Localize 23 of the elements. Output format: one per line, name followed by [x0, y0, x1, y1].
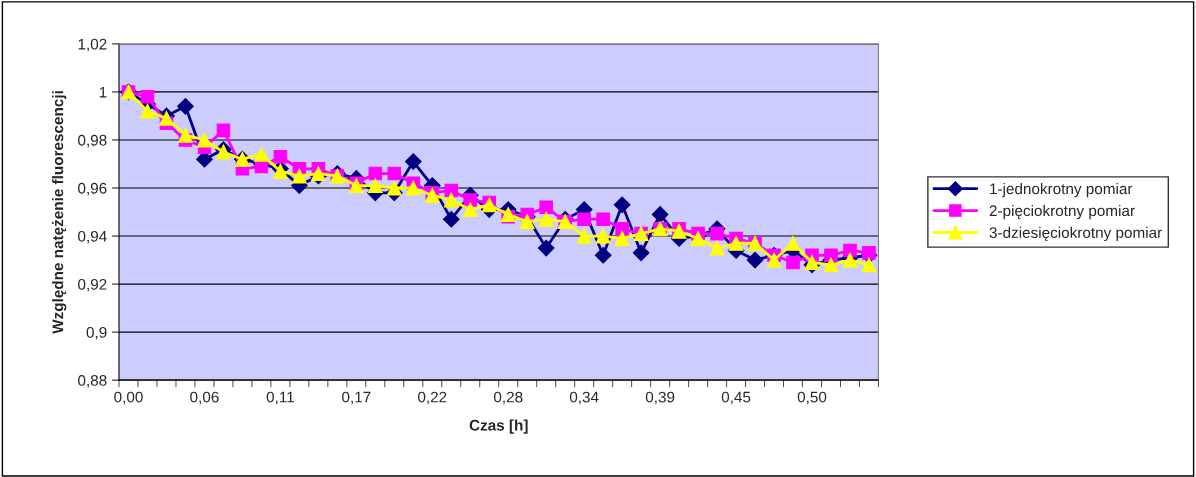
- y-axis-title: Względne natężenie fluorescencji: [52, 91, 67, 334]
- x-tick-label: 0,00: [114, 391, 143, 405]
- x-axis-title: Czas [h]: [469, 419, 528, 434]
- x-tick-label: 0,11: [266, 391, 294, 405]
- y-tick-label: 0,98: [78, 134, 107, 148]
- y-tick-label: 1: [99, 86, 107, 98]
- x-tick-label: 0,39: [645, 391, 675, 405]
- x-tick-label: 0,17: [342, 391, 371, 405]
- y-tick-label: 0,94: [78, 230, 107, 244]
- x-tick-label: 0,34: [569, 391, 599, 405]
- x-tick-label: 0,45: [721, 391, 751, 405]
- y-tick-label: 0,96: [78, 182, 107, 196]
- y-tick-label: 0,92: [78, 278, 107, 292]
- y-tick-label: 0,88: [78, 375, 107, 388]
- x-tick-label: 0,06: [190, 391, 219, 405]
- legend-label: 3-dziesięciokrotny pomiar: [989, 226, 1162, 242]
- x-tick-label: 0,28: [493, 391, 523, 405]
- legend-label: 2-pięciokrotny pomiar: [989, 204, 1135, 220]
- y-tick-label: 1,02: [78, 38, 107, 52]
- y-tick-label: 0,9: [86, 327, 107, 340]
- legend-label: 1-jednokrotny pomiar: [990, 183, 1133, 198]
- x-tick-label: 0,50: [797, 391, 827, 405]
- x-tick-label: 0,22: [418, 391, 447, 405]
